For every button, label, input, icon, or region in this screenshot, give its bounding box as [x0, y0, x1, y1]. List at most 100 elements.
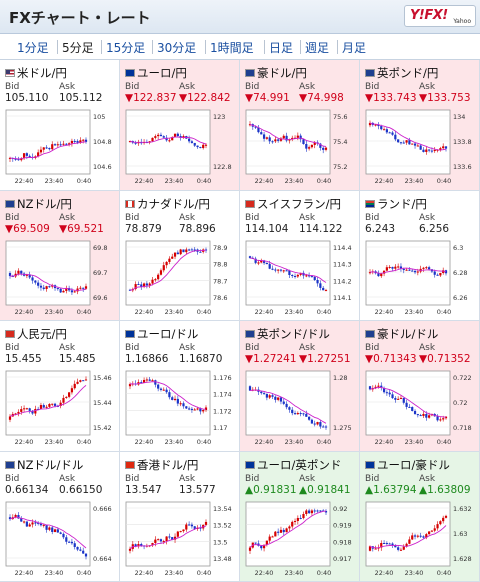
rate-card[interactable]: ユーロ/英ポンド Bid Ask ▲0.91831 ▲0.91841 0.92 0.919 0… [240, 451, 360, 582]
mini-candlestick-chart[interactable]: 69.8 69.7 69.6 22:40 23:40 0:40 [4, 238, 116, 318]
bid-label: Bid [125, 473, 140, 484]
candle-body [385, 542, 388, 544]
currency-pair-link[interactable]: ユーロ/英ポンド [245, 457, 341, 473]
mini-candlestick-chart[interactable]: 123 122.8 22:40 23:40 0:40 [124, 107, 236, 187]
rate-card[interactable]: NZドル/ドル Bid Ask 0.66134 0.66150 0.666 0.664 22:… [0, 451, 120, 582]
ask-label: Ask [179, 82, 196, 92]
rate-card[interactable]: 豪ドル/ドル Bid Ask ▼0.71343 ▼0.71352 0.722 0.72 0.7… [360, 321, 480, 452]
tab-2[interactable]: 15分足 [106, 41, 146, 55]
candle-body [45, 406, 48, 408]
candle-body [436, 274, 439, 276]
candle-body [56, 144, 59, 146]
rate-card[interactable]: 豪ドル/円 Bid Ask ▼74.991 ▼74.998 75.6 75.4 75.2 22:… [240, 60, 360, 191]
candle-body [274, 269, 277, 271]
rate-card[interactable]: 香港ドル/円 Bid Ask 13.547 13.577 13.54 13.52 13.5 13… [120, 451, 240, 582]
candle-body [262, 259, 266, 263]
currency-pair-link[interactable]: NZドル/ドル [5, 457, 83, 473]
candle-body [17, 270, 20, 274]
candle-body [190, 408, 194, 410]
rate-card[interactable]: NZドル/円 Bid Ask ▼69.509 ▼69.521 69.8 69.7 69.6 22… [0, 190, 120, 321]
pair-name: ランド/円 [377, 196, 427, 211]
mini-candlestick-chart[interactable]: 1.632 1.63 1.628 22:40 23:40 0:40 [364, 499, 476, 579]
currency-pair-link[interactable]: ユーロ/円 [125, 65, 187, 81]
rate-card[interactable]: 人民元/円 Bid Ask 15.455 15.485 15.46 15.44 15.42 22… [0, 321, 120, 452]
currency-pair-link[interactable]: 米ドル/円 [5, 65, 67, 81]
currency-pair-link[interactable]: 豪ドル/円 [245, 65, 307, 81]
candle-body [65, 536, 68, 542]
candle-body [59, 531, 62, 534]
tab-5[interactable]: 日足 [269, 41, 294, 55]
candle-body [157, 538, 160, 540]
tab-3[interactable]: 30分足 [157, 41, 197, 55]
currency-pair-link[interactable]: NZドル/円 [5, 196, 72, 212]
mini-candlestick-chart[interactable]: 15.46 15.44 15.42 22:40 23:40 0:40 [4, 368, 116, 448]
yjfx-logo[interactable]: Y!FX! Yahoo [404, 5, 476, 27]
mini-candlestick-chart[interactable]: 114.4 114.3 114.2 114.1 22:40 23:40 0:40 [244, 238, 356, 318]
rate-card[interactable]: ユーロ/豪ドル Bid Ask ▲1.63794 ▲1.63809 1.632 1.63 1.… [360, 451, 480, 582]
candle-body [51, 526, 54, 532]
rate-card[interactable]: 英ポンド/ドル Bid Ask ▼1.27241 ▼1.27251 1.28 1.275 22… [240, 321, 360, 452]
candle-body [65, 396, 68, 398]
tab-separator [337, 40, 338, 54]
tab-7[interactable]: 月足 [342, 41, 367, 55]
candle-body [140, 543, 143, 546]
rate-card[interactable]: ユーロ/ドル Bid Ask 1.16866 1.16870 1.176 1.174 1.17… [120, 321, 240, 452]
candle-body [419, 535, 422, 537]
x-tick-label: 23:40 [45, 438, 64, 446]
pair-name: 米ドル/円 [17, 66, 67, 80]
tab-0[interactable]: 1分足 [17, 41, 49, 55]
currency-pair-link[interactable]: 英ポンド/ドル [245, 326, 330, 342]
mini-candlestick-chart[interactable]: 134 133.8 133.6 22:40 23:40 0:40 [364, 107, 476, 187]
rate-card[interactable]: カナダドル/円 Bid Ask 78.879 78.896 78.9 78.8 78.7 78.… [120, 190, 240, 321]
mini-candlestick-chart[interactable]: 1.176 1.174 1.172 1.17 22:40 23:40 0:40 [124, 368, 236, 448]
mini-candlestick-chart[interactable]: 0.666 0.664 22:40 23:40 0:40 [4, 499, 116, 579]
tab-6[interactable]: 週足 [305, 41, 330, 55]
currency-pair-link[interactable]: 英ポンド/円 [365, 65, 438, 81]
currency-pair-link[interactable]: スイスフラン/円 [245, 196, 341, 212]
candle-body [84, 139, 88, 142]
candle-body [20, 409, 23, 412]
candle-body [274, 396, 277, 400]
currency-pair-link[interactable]: ユーロ/ドル [125, 326, 198, 342]
mini-candlestick-chart[interactable]: 13.54 13.52 13.5 13.48 22:40 23:40 0:40 [124, 499, 236, 579]
candle-body [202, 410, 205, 412]
rate-card[interactable]: スイスフラン/円 Bid Ask 114.104 114.122 114.4 114.3 11… [240, 190, 360, 321]
currency-pair-link[interactable]: ユーロ/豪ドル [365, 457, 450, 473]
rate-card[interactable]: 米ドル/円 Bid Ask 105.110 105.112 105 104.8 104.6 22… [0, 60, 120, 191]
candle-body [322, 147, 325, 150]
y-tick-label: 0.92 [333, 505, 347, 513]
mini-candlestick-chart[interactable]: 105 104.8 104.6 22:40 23:40 0:40 [4, 107, 116, 187]
candle-body [254, 126, 257, 128]
mini-candlestick-chart[interactable]: 75.6 75.4 75.2 22:40 23:40 0:40 [244, 107, 356, 187]
candle-body [37, 408, 40, 410]
rate-card[interactable]: 英ポンド/円 Bid Ask ▼133.743 ▼133.753 134 133.8 133.… [360, 60, 480, 191]
candle-body [413, 410, 417, 415]
mini-candlestick-chart[interactable]: 0.92 0.919 0.918 0.917 22:40 23:40 0:40 [244, 499, 356, 579]
mini-candlestick-chart[interactable]: 78.9 78.8 78.7 78.6 22:40 23:40 0:40 [124, 238, 236, 318]
mini-candlestick-chart[interactable]: 1.28 1.275 22:40 23:40 0:40 [244, 368, 356, 448]
pair-name: 豪ドル/ドル [377, 327, 439, 341]
moving-average-line [129, 136, 207, 145]
currency-pair-link[interactable]: ランド/円 [365, 196, 427, 212]
currency-pair-link[interactable]: 香港ドル/円 [125, 457, 198, 473]
currency-pair-link[interactable]: カナダドル/円 [125, 196, 210, 212]
bid-label: Bid [365, 212, 380, 223]
tab-4[interactable]: 1時間足 [210, 41, 254, 55]
candle-body [82, 380, 85, 382]
currency-pair-link[interactable]: 人民元/円 [5, 326, 67, 342]
currency-pair-link[interactable]: 豪ドル/ドル [365, 326, 438, 342]
candle-body [22, 153, 26, 159]
tab-1[interactable]: 5分足 [62, 41, 94, 55]
mini-candlestick-chart[interactable]: 6.3 6.28 6.26 22:40 23:40 0:40 [364, 238, 476, 318]
bid-label: Bid [5, 343, 20, 353]
pair-name: ユーロ/豪ドル [377, 457, 450, 472]
candle-body [374, 386, 377, 388]
candle-body [382, 387, 386, 393]
rate-card[interactable]: ランド/円 Bid Ask 6.243 6.256 6.3 6.28 6.26 22:40 23:… [360, 190, 480, 321]
mini-candlestick-chart[interactable]: 0.722 0.72 0.718 22:40 23:40 0:40 [364, 368, 476, 448]
rate-card[interactable]: ユーロ/円 Bid Ask ▼122.837 ▼122.842 123 122.8 22:40… [120, 60, 240, 191]
candle-body [324, 147, 328, 150]
candle-body [382, 129, 386, 131]
pair-name: ユーロ/円 [137, 66, 187, 80]
candle-body [128, 384, 132, 387]
